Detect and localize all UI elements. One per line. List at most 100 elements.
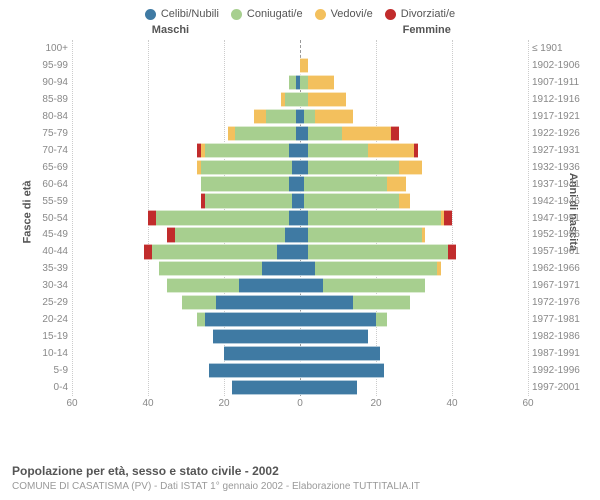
- bar-segment: [304, 109, 315, 124]
- female-bar: [300, 243, 528, 260]
- age-label: 95-99: [16, 60, 68, 71]
- male-bar: [72, 362, 300, 379]
- birth-label: 1952-1956: [532, 229, 584, 240]
- birth-label: 1992-1996: [532, 365, 584, 376]
- bar-segment: [422, 227, 426, 242]
- bar-segment: [308, 244, 449, 259]
- male-bar: [72, 193, 300, 210]
- male-bar: [72, 142, 300, 159]
- birth-label: 1902-1906: [532, 60, 584, 71]
- female-bar: [300, 176, 528, 193]
- bar-segment: [304, 176, 388, 191]
- legend-swatch: [385, 9, 396, 20]
- bar-segment: [300, 126, 308, 141]
- birth-label: 1967-1971: [532, 280, 584, 291]
- age-row: 55-591942-1946: [20, 193, 580, 210]
- bar-segment: [175, 227, 285, 242]
- bar-segment: [353, 295, 410, 310]
- bar-segment: [285, 227, 300, 242]
- male-bar: [72, 277, 300, 294]
- age-row: 25-291972-1976: [20, 294, 580, 311]
- bar-segment: [300, 295, 353, 310]
- bar-segment: [289, 75, 297, 90]
- legend-label: Vedovi/e: [331, 8, 373, 20]
- bar-segment: [300, 75, 308, 90]
- age-label: 10-14: [16, 348, 68, 359]
- bar-segment: [292, 193, 300, 208]
- legend-item: Vedovi/e: [315, 8, 373, 20]
- age-row: 10-141987-1991: [20, 345, 580, 362]
- bar-segment: [167, 278, 239, 293]
- bar-segment: [376, 312, 387, 327]
- age-row: 85-891912-1916: [20, 91, 580, 108]
- legend-swatch: [231, 9, 242, 20]
- bar-segment: [289, 210, 300, 225]
- birth-label: ≤ 1901: [532, 43, 584, 54]
- bar-segment: [448, 244, 456, 259]
- legend-item: Coniugati/e: [231, 8, 303, 20]
- age-label: 50-54: [16, 213, 68, 224]
- age-label: 40-44: [16, 246, 68, 257]
- bar-segment: [205, 143, 289, 158]
- female-bar: [300, 328, 528, 345]
- female-bar: [300, 108, 528, 125]
- bar-segment: [289, 143, 300, 158]
- bar-segment: [300, 160, 308, 175]
- bar-segment: [209, 363, 300, 378]
- bar-segment: [182, 295, 216, 310]
- bar-segment: [308, 227, 422, 242]
- male-bar: [72, 159, 300, 176]
- chart-title: Popolazione per età, sesso e stato civil…: [12, 464, 279, 478]
- male-bar: [72, 379, 300, 396]
- x-tick: 60: [66, 398, 77, 409]
- male-bar: [72, 260, 300, 277]
- age-row: 5-91992-1996: [20, 362, 580, 379]
- bar-segment: [308, 210, 441, 225]
- bar-segment: [228, 126, 236, 141]
- legend: Celibi/NubiliConiugati/eVedovi/eDivorzia…: [0, 8, 600, 20]
- bar-segment: [285, 92, 300, 107]
- female-bar: [300, 57, 528, 74]
- bar-segment: [156, 210, 289, 225]
- bar-segment: [323, 278, 426, 293]
- female-bar: [300, 260, 528, 277]
- male-bar: [72, 243, 300, 260]
- birth-label: 1987-1991: [532, 348, 584, 359]
- bar-segment: [437, 261, 441, 276]
- bar-segment: [201, 176, 288, 191]
- x-tick: 40: [446, 398, 457, 409]
- bar-segment: [308, 92, 346, 107]
- bar-segment: [300, 58, 308, 73]
- birth-label: 1942-1946: [532, 196, 584, 207]
- age-row: 35-391962-1966: [20, 260, 580, 277]
- birth-label: 1962-1966: [532, 263, 584, 274]
- age-label: 70-74: [16, 145, 68, 156]
- age-label: 85-89: [16, 94, 68, 105]
- birth-label: 1937-1941: [532, 179, 584, 190]
- age-row: 100+≤ 1901: [20, 40, 580, 57]
- bar-segment: [391, 126, 399, 141]
- male-bar: [72, 345, 300, 362]
- legend-label: Coniugati/e: [247, 8, 303, 20]
- female-bar: [300, 311, 528, 328]
- male-bar: [72, 40, 300, 57]
- birth-label: 1997-2001: [532, 382, 584, 393]
- bar-segment: [167, 227, 175, 242]
- bar-segment: [239, 278, 300, 293]
- female-bar: [300, 226, 528, 243]
- bar-segment: [368, 143, 414, 158]
- legend-swatch: [315, 9, 326, 20]
- birth-label: 1947-1951: [532, 213, 584, 224]
- age-row: 95-991902-1906: [20, 57, 580, 74]
- bar-segment: [308, 126, 342, 141]
- bar-segment: [414, 143, 418, 158]
- bar-segment: [144, 244, 152, 259]
- bar-segment: [444, 210, 452, 225]
- age-label: 55-59: [16, 196, 68, 207]
- female-bar: [300, 125, 528, 142]
- female-bar: [300, 193, 528, 210]
- age-label: 20-24: [16, 314, 68, 325]
- bar-segment: [300, 143, 308, 158]
- age-row: 0-41997-2001: [20, 379, 580, 396]
- age-label: 60-64: [16, 179, 68, 190]
